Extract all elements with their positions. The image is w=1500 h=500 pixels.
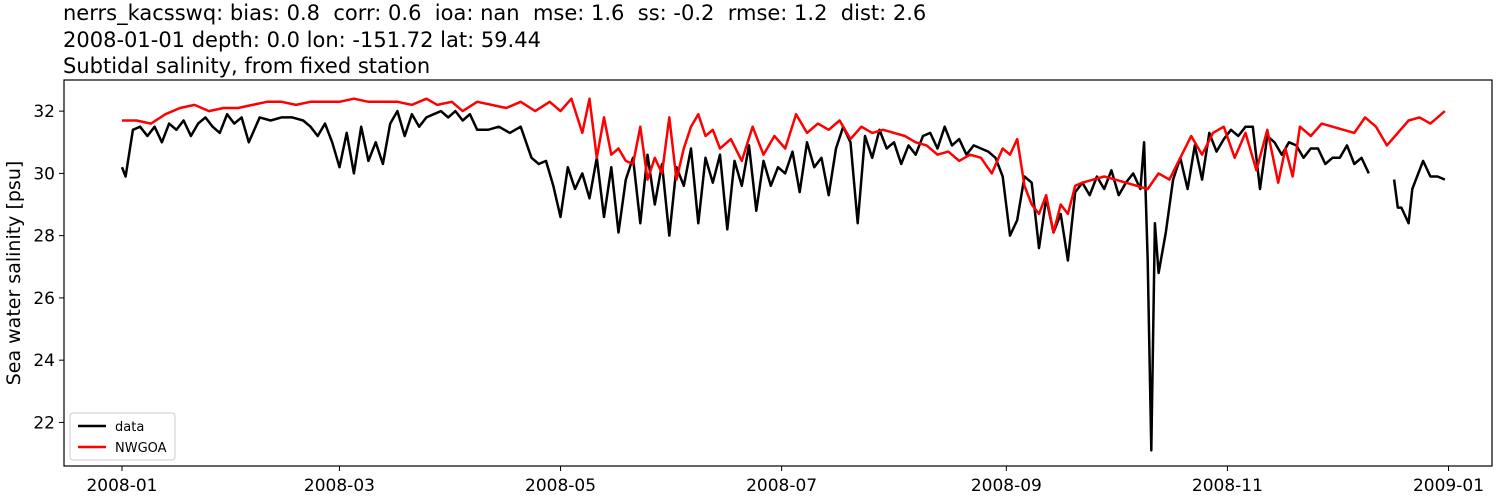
- x-tick-label-2008-03: 2008-03: [304, 476, 375, 496]
- x-tick-label-2008-11: 2008-11: [1192, 476, 1263, 496]
- series-line-data-segment-0: [120, 109, 1370, 452]
- plot-frame: [63, 79, 1493, 467]
- x-tick-label-2009-01: 2009-01: [1413, 476, 1484, 496]
- plot-lines: [120, 97, 1446, 452]
- series-line-data-segment-1: [1392, 159, 1446, 225]
- y-axis: 22 24 26 28 30 32: [33, 102, 64, 433]
- y-tick-label-30: 30: [33, 164, 55, 184]
- chart-title-line-2: 2008-01-01 depth: 0.0 lon: -151.72 lat: …: [63, 28, 541, 52]
- legend: data NWGOA: [69, 412, 176, 461]
- y-tick-label-26: 26: [33, 289, 55, 309]
- series-line-nwgoa-segment-0: [122, 97, 1446, 234]
- y-tick-label-22: 22: [33, 413, 55, 433]
- x-tick-label-2008-07: 2008-07: [746, 476, 817, 496]
- chart-title-line-3: Subtidal salinity, from fixed station: [63, 54, 431, 78]
- legend-label-nwgoa: NWGOA: [115, 441, 167, 456]
- x-axis: 2008-01 2008-03 2008-05 2008-07 2008-09 2008-…: [86, 466, 1484, 496]
- x-tick-label-2008-01: 2008-01: [86, 476, 157, 496]
- x-tick-label-2008-09: 2008-09: [971, 476, 1042, 496]
- y-tick-label-28: 28: [33, 227, 55, 247]
- x-tick-label-2008-05: 2008-05: [525, 476, 596, 496]
- y-tick-label-24: 24: [33, 351, 55, 371]
- legend-label-data: data: [115, 420, 144, 435]
- y-tick-label-32: 32: [33, 102, 55, 122]
- y-axis-label: Sea water salinity [psu]: [3, 161, 25, 386]
- chart-title-line-1: nerrs_kacsswq: bias: 0.8 corr: 0.6 ioa: …: [63, 1, 927, 25]
